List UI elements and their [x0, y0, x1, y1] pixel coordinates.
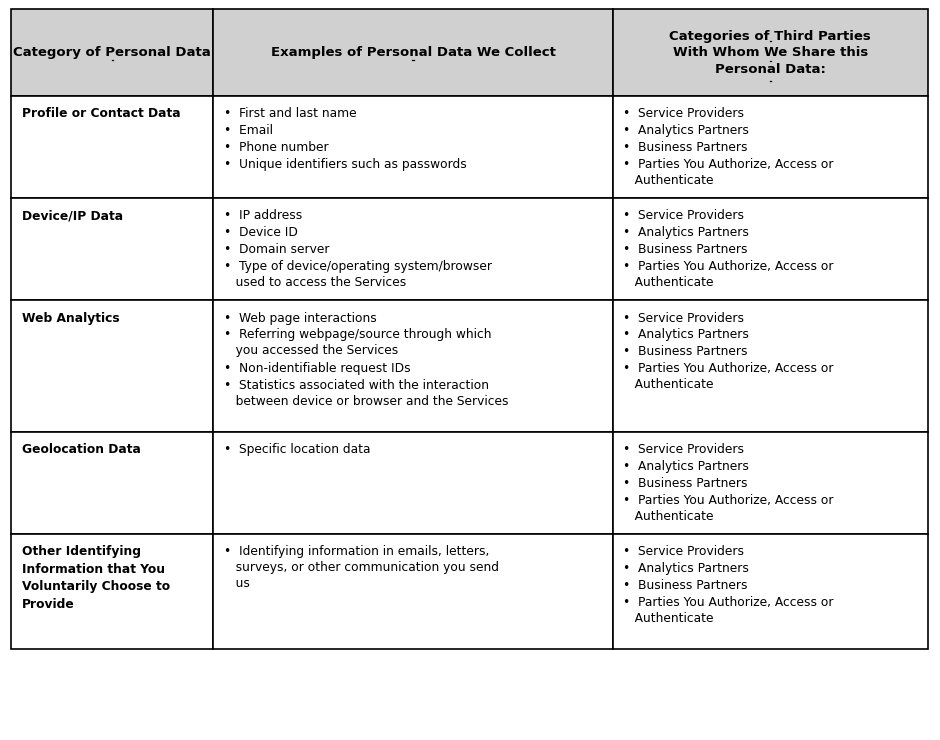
Text: •  Analytics Partners: • Analytics Partners	[623, 124, 749, 137]
Text: •  Business Partners: • Business Partners	[623, 477, 747, 490]
Text: •  First and last name: • First and last name	[224, 107, 356, 121]
Bar	[613, 96, 928, 198]
Text: •  Service Providers: • Service Providers	[623, 545, 744, 559]
Bar	[213, 9, 613, 96]
Bar	[213, 534, 613, 649]
Text: •  Service Providers: • Service Providers	[623, 443, 744, 457]
Text: •  Service Providers: • Service Providers	[623, 107, 744, 121]
Bar	[613, 9, 928, 96]
Bar	[613, 432, 928, 534]
Text: Web Analytics: Web Analytics	[22, 312, 119, 325]
Text: •  Non-identifiable request IDs: • Non-identifiable request IDs	[224, 362, 411, 375]
Bar	[11, 96, 213, 198]
Text: •  Parties You Authorize, Access or
   Authenticate: • Parties You Authorize, Access or Authe…	[623, 596, 834, 625]
Bar	[613, 198, 928, 300]
Text: Profile or Contact Data: Profile or Contact Data	[22, 107, 180, 121]
Text: •  Referring webpage/source through which
   you accessed the Services: • Referring webpage/source through which…	[224, 329, 492, 357]
Text: •  Analytics Partners: • Analytics Partners	[623, 329, 749, 341]
Text: •  Type of device/operating system/browser
   used to access the Services: • Type of device/operating system/browse…	[224, 260, 492, 289]
Text: •  Device ID: • Device ID	[224, 226, 298, 239]
Text: •  Business Partners: • Business Partners	[623, 141, 747, 154]
Text: •  Analytics Partners: • Analytics Partners	[623, 460, 749, 473]
Bar	[11, 198, 213, 300]
Text: •  Unique identifiers such as passwords: • Unique identifiers such as passwords	[224, 158, 466, 171]
Text: •  Email: • Email	[224, 124, 273, 137]
Text: •  Parties You Authorize, Access or
   Authenticate: • Parties You Authorize, Access or Authe…	[623, 494, 834, 523]
Bar	[213, 96, 613, 198]
Text: •  Business Partners: • Business Partners	[623, 346, 747, 358]
Text: •  Analytics Partners: • Analytics Partners	[623, 562, 749, 575]
Bar	[11, 534, 213, 649]
Bar	[11, 432, 213, 534]
Text: •  Specific location data: • Specific location data	[224, 443, 370, 457]
Bar	[11, 9, 213, 96]
Text: Geolocation Data: Geolocation Data	[22, 443, 140, 457]
Bar	[213, 432, 613, 534]
Text: •  Statistics associated with the interaction
   between device or browser and t: • Statistics associated with the interac…	[224, 379, 509, 408]
Text: Other Identifying
Information that You
Voluntarily Choose to
Provide: Other Identifying Information that You V…	[22, 545, 170, 611]
Text: •  Parties You Authorize, Access or
   Authenticate: • Parties You Authorize, Access or Authe…	[623, 158, 834, 187]
Text: Examples of Personal Data We Collect: Examples of Personal Data We Collect	[271, 46, 556, 59]
Text: Device/IP Data: Device/IP Data	[22, 209, 123, 223]
Bar	[613, 534, 928, 649]
Text: •  Service Providers: • Service Providers	[623, 312, 744, 325]
Text: •  Web page interactions: • Web page interactions	[224, 312, 376, 325]
Text: •  Service Providers: • Service Providers	[623, 209, 744, 223]
Text: •  IP address: • IP address	[224, 209, 302, 223]
Text: Category of Personal Data: Category of Personal Data	[13, 46, 212, 59]
Text: •  Domain server: • Domain server	[224, 243, 329, 256]
Bar	[213, 198, 613, 300]
Bar	[11, 300, 213, 432]
Text: •  Analytics Partners: • Analytics Partners	[623, 226, 749, 239]
Text: •  Parties You Authorize, Access or
   Authenticate: • Parties You Authorize, Access or Authe…	[623, 362, 834, 391]
Text: •  Business Partners: • Business Partners	[623, 243, 747, 256]
Bar	[213, 300, 613, 432]
Text: •  Parties You Authorize, Access or
   Authenticate: • Parties You Authorize, Access or Authe…	[623, 260, 834, 289]
Bar	[613, 300, 928, 432]
Text: Categories of Third Parties
With Whom We Share this
Personal Data:: Categories of Third Parties With Whom We…	[669, 30, 871, 75]
Text: •  Identifying information in emails, letters,
   surveys, or other communicatio: • Identifying information in emails, let…	[224, 545, 499, 591]
Text: •  Business Partners: • Business Partners	[623, 579, 747, 592]
Text: •  Phone number: • Phone number	[224, 141, 328, 154]
